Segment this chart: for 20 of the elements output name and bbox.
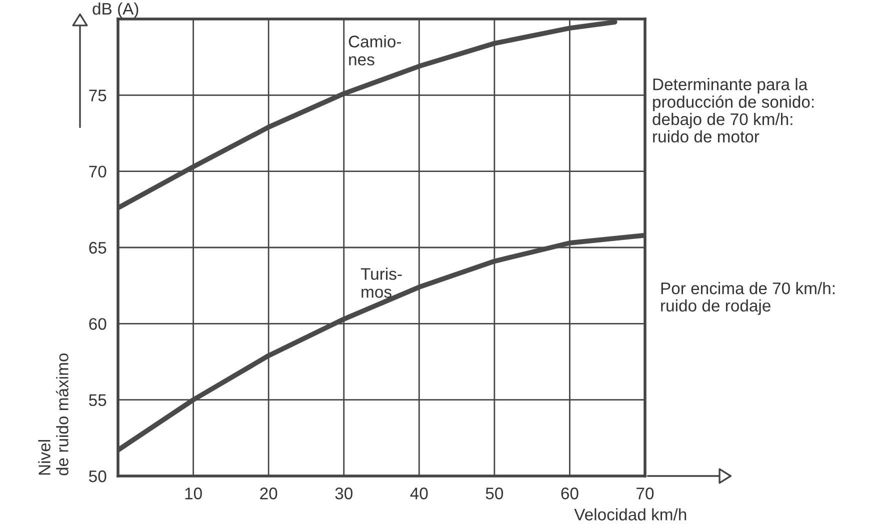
text: Determinante para la producción de sonido: debajo de 70 km/h: ruido de motor bbox=[652, 78, 814, 143]
y-axis-title: Nivel de ruido máximo bbox=[38, 353, 68, 476]
x-tick-label: 60 bbox=[561, 488, 578, 500]
text: Por encima de 70 km/h: ruido de rodaje bbox=[661, 282, 834, 315]
x-tick-label: 30 bbox=[335, 488, 352, 500]
y-tick-label: 60 bbox=[89, 318, 106, 330]
x-tick-label: 50 bbox=[486, 488, 504, 500]
y-tick-label: 70 bbox=[89, 166, 106, 178]
x-tick-label: 10 bbox=[185, 488, 202, 500]
x-tick-label: 20 bbox=[260, 488, 278, 500]
y-tick-label: 65 bbox=[89, 242, 106, 254]
y-tick-label: 75 bbox=[89, 90, 106, 102]
x-tick-label: 70 bbox=[636, 488, 654, 500]
y-tick-label: 55 bbox=[89, 394, 106, 406]
x-axis-title: Velocidad km/h bbox=[574, 508, 686, 520]
x-tick-label: 40 bbox=[410, 488, 428, 500]
text: dB (A) bbox=[92, 2, 138, 18]
y-tick-label: 50 bbox=[89, 470, 106, 482]
series-label: Turis- mos bbox=[360, 268, 402, 298]
series-label: Camio- nes bbox=[348, 35, 401, 66]
